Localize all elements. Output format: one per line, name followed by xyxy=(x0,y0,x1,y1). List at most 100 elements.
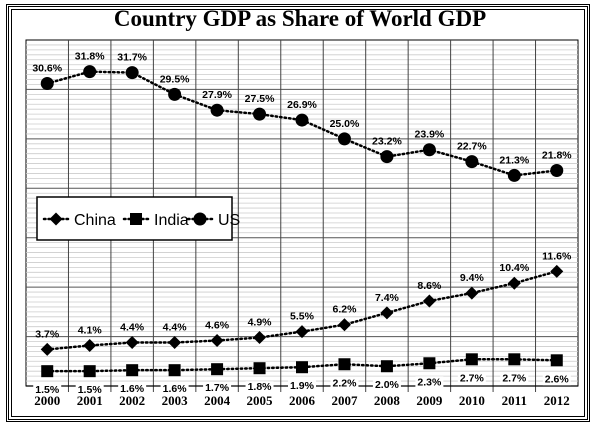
us-data-point xyxy=(125,66,139,80)
label-background xyxy=(203,382,232,395)
india-data-label: 1.7% xyxy=(205,382,230,394)
us-data-label: 26.9% xyxy=(287,99,317,111)
china-data-label: 10.4% xyxy=(499,262,529,274)
china-data-point xyxy=(465,286,479,300)
x-tick-label: 2006 xyxy=(289,393,316,408)
legend-label-china: China xyxy=(74,212,116,229)
x-tick-label: 2002 xyxy=(119,393,145,408)
label-background xyxy=(288,380,316,393)
us-data-label: 30.6% xyxy=(32,62,62,74)
us-data-label: 31.8% xyxy=(75,51,105,63)
india-data-label: 2.3% xyxy=(417,376,442,388)
label-background xyxy=(245,381,274,394)
us-data-label: 31.7% xyxy=(117,52,147,64)
china-data-label: 5.5% xyxy=(290,311,315,323)
china-data-point xyxy=(253,331,267,345)
label-background xyxy=(457,372,486,385)
x-tick-label: 2000 xyxy=(34,393,60,408)
india-data-point xyxy=(253,362,266,375)
india-data-label: 1.5% xyxy=(35,384,60,396)
legend: China India US xyxy=(36,196,240,241)
china-data-label: 3.7% xyxy=(35,328,60,340)
us-data-point xyxy=(337,132,351,146)
china-data-point xyxy=(507,276,521,290)
legend-marker-china xyxy=(49,212,63,226)
x-tick-label: 2003 xyxy=(162,393,189,408)
us-data-label: 23.2% xyxy=(372,136,402,148)
india-data-label: 2.0% xyxy=(375,379,400,391)
label-background xyxy=(415,376,444,389)
china-data-label: 4.4% xyxy=(120,322,145,334)
china-data-label: 4.4% xyxy=(163,322,188,334)
us-data-label: 22.7% xyxy=(457,141,487,153)
legend-marker-us xyxy=(193,212,207,226)
us-data-point xyxy=(295,113,309,127)
us-data-label: 23.9% xyxy=(414,129,444,141)
us-data-point xyxy=(253,107,267,121)
china-data-label: 4.1% xyxy=(78,324,103,336)
india-data-label: 2.6% xyxy=(545,373,570,385)
label-background xyxy=(372,379,401,392)
india-data-label: 2.7% xyxy=(502,372,527,384)
x-tick-label: 2010 xyxy=(459,393,485,408)
x-tick-label: 2012 xyxy=(544,393,570,408)
label-background xyxy=(500,372,529,385)
china-data-label: 11.6% xyxy=(542,250,572,262)
x-tick-label: 2004 xyxy=(204,393,231,408)
china-data-label: 6.2% xyxy=(332,304,357,316)
china-data-label: 4.9% xyxy=(248,317,273,329)
china-data-point xyxy=(380,306,394,320)
x-tick-label: 2009 xyxy=(416,393,443,408)
india-data-point xyxy=(126,364,139,377)
china-data-point xyxy=(168,336,182,350)
us-data-point xyxy=(422,143,436,157)
us-data-label: 21.8% xyxy=(542,149,572,161)
us-data-label: 29.5% xyxy=(160,73,190,85)
us-data-point xyxy=(168,87,182,101)
india-data-point xyxy=(168,364,181,377)
india-data-point xyxy=(550,354,563,367)
china-data-label: 4.6% xyxy=(205,320,230,332)
label-background xyxy=(330,377,359,390)
india-data-point xyxy=(465,353,478,366)
india-data-label: 1.5% xyxy=(78,384,103,396)
india-data-label: 2.2% xyxy=(332,377,357,389)
china-data-point xyxy=(422,294,436,308)
india-data-point xyxy=(211,363,224,376)
china-data-point xyxy=(295,325,309,339)
legend-label-us: US xyxy=(218,212,240,229)
us-data-point xyxy=(210,103,224,117)
chart-title: Country GDP as Share of World GDP xyxy=(113,6,487,31)
us-data-label: 25.0% xyxy=(330,118,360,130)
label-background xyxy=(542,373,571,386)
china-data-label: 8.6% xyxy=(417,280,442,292)
label-background xyxy=(160,383,189,396)
legend-marker-india xyxy=(130,213,142,225)
china-data-point xyxy=(125,336,139,350)
china-data-point xyxy=(337,318,351,332)
china-data-point xyxy=(40,342,54,356)
us-data-point xyxy=(40,76,54,90)
china-data-point xyxy=(550,264,564,278)
x-tick-label: 2011 xyxy=(502,393,527,408)
label-background xyxy=(33,384,62,397)
china-data-point xyxy=(83,338,97,352)
india-data-point xyxy=(338,358,351,371)
us-data-label: 27.9% xyxy=(202,89,232,101)
us-data-point xyxy=(550,163,564,177)
india-data-point xyxy=(380,360,393,373)
us-data-point xyxy=(83,65,97,79)
us-data-label: 27.5% xyxy=(245,93,275,105)
china-data-label: 9.4% xyxy=(460,272,485,284)
x-tick-label: 2001 xyxy=(77,393,103,408)
india-data-point xyxy=(508,353,521,366)
india-data-label: 2.7% xyxy=(460,372,485,384)
india-data-label: 1.6% xyxy=(163,383,188,395)
us-data-point xyxy=(380,150,394,164)
india-data-point xyxy=(83,365,96,378)
india-data-point xyxy=(296,361,308,374)
x-tick-label: 2005 xyxy=(247,393,274,408)
us-data-point xyxy=(465,155,479,169)
us-data-point xyxy=(507,168,521,182)
